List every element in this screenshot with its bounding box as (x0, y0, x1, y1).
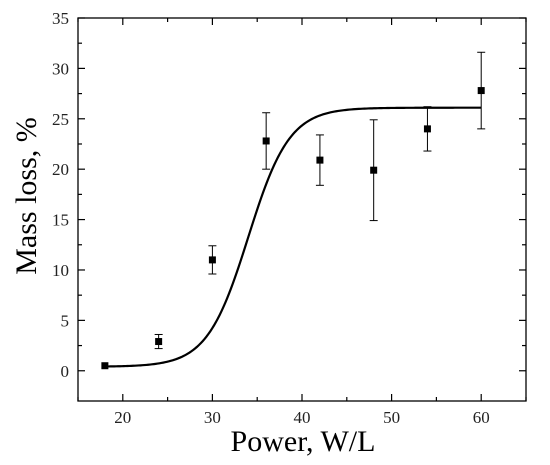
x-tick-label: 20 (114, 408, 131, 427)
data-point (155, 338, 163, 346)
x-tick-label: 40 (294, 408, 311, 427)
y-tick-label: 35 (52, 9, 69, 28)
data-point (262, 137, 270, 145)
ticks (77, 17, 527, 401)
y-axis-title: Mass loss, % (10, 117, 43, 275)
plot-border (77, 17, 527, 402)
y-tick-label: 5 (61, 311, 70, 330)
y-tick-label: 10 (52, 261, 69, 280)
data-point (423, 125, 431, 133)
plot-frame (77, 17, 527, 402)
data-point (208, 256, 216, 264)
y-tick-label: 20 (52, 160, 69, 179)
y-tick-label: 15 (52, 211, 69, 230)
fit-curve (104, 106, 482, 368)
tick-labels: 20 30 40 50 60 0 5 10 15 20 25 30 35 (52, 9, 490, 427)
data-point (316, 156, 324, 164)
fit-layer (104, 106, 482, 368)
data-point (477, 87, 485, 95)
x-tick-label: 50 (383, 408, 400, 427)
y-tick-label: 25 (52, 110, 69, 129)
x-axis-title: Power, W/L (231, 425, 376, 458)
x-tick-label: 30 (204, 408, 221, 427)
data-point (101, 362, 109, 370)
data-point (370, 166, 378, 174)
y-tick-label: 30 (52, 59, 69, 78)
x-tick-label: 60 (473, 408, 490, 427)
marker-layer (101, 87, 485, 370)
errorbar-layer (154, 51, 486, 350)
y-tick-label: 0 (61, 362, 70, 381)
